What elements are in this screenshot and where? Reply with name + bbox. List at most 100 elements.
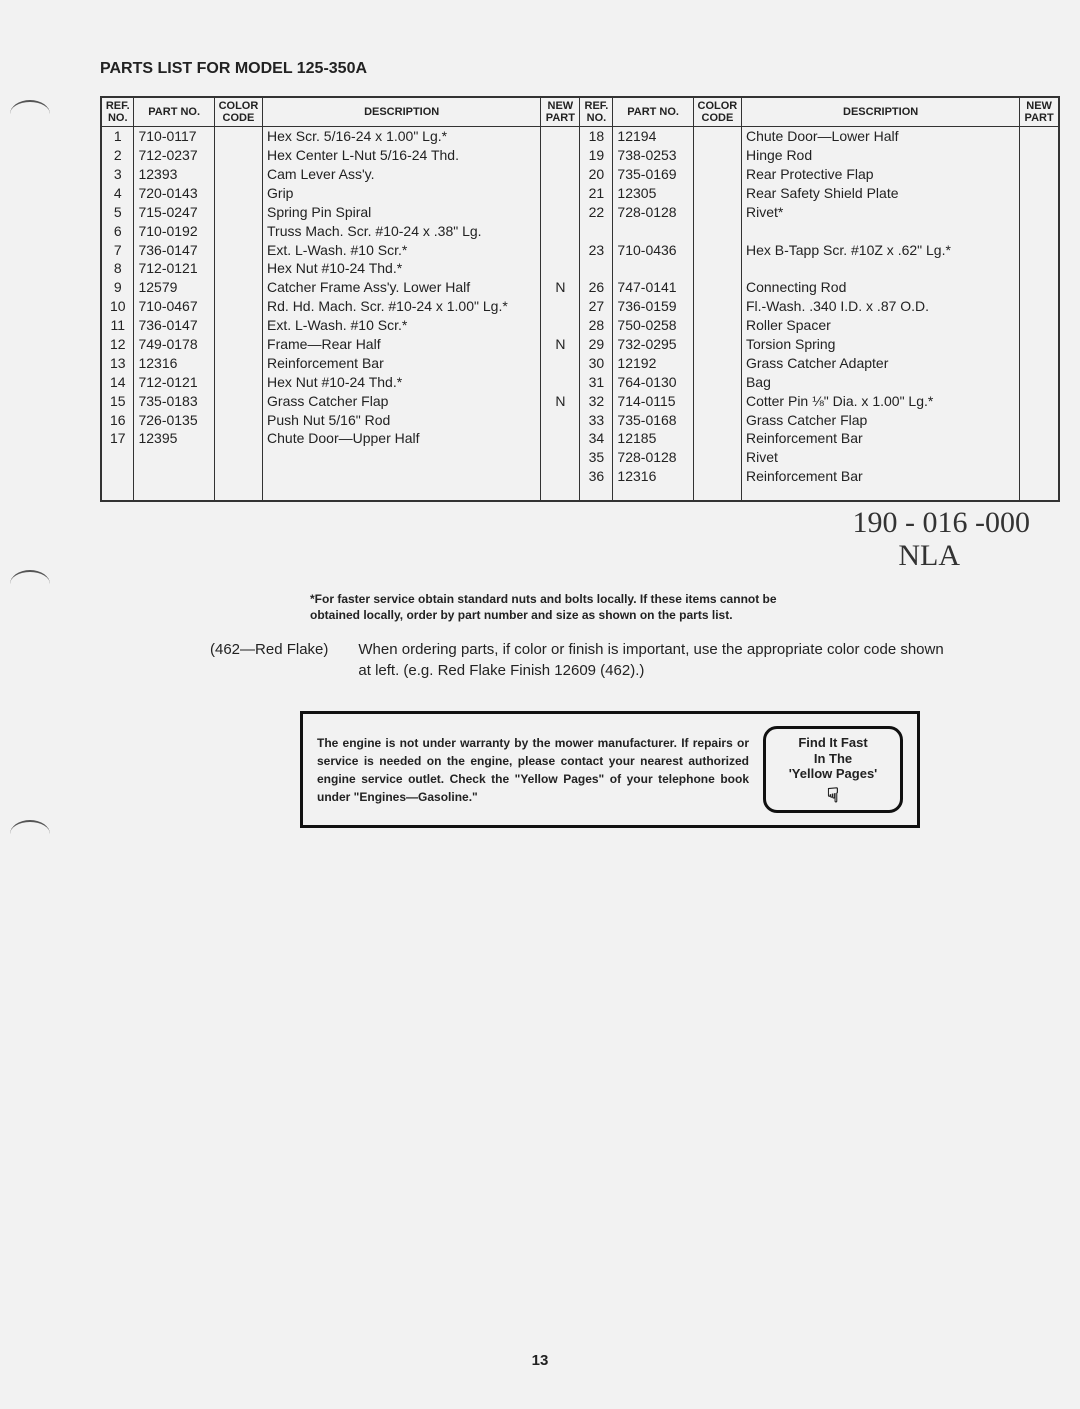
cell-color bbox=[214, 278, 262, 297]
cell-new bbox=[1020, 241, 1059, 260]
cell-new bbox=[541, 316, 580, 335]
cell-color bbox=[214, 316, 262, 335]
cell-color bbox=[693, 335, 741, 354]
cell-part: 747-0141 bbox=[613, 278, 693, 297]
cell-ref: 27 bbox=[580, 297, 613, 316]
page-title: PARTS LIST FOR MODEL 125-350A bbox=[100, 60, 1060, 78]
cell-ref: 4 bbox=[101, 184, 134, 203]
cell-color bbox=[214, 429, 262, 448]
cell-color bbox=[214, 146, 262, 165]
cell-new bbox=[1020, 411, 1059, 430]
cell-new bbox=[1020, 297, 1059, 316]
cell-part: 710-0436 bbox=[613, 241, 693, 260]
cell-desc: Frame—Rear Half bbox=[263, 335, 541, 354]
cell-new bbox=[1020, 335, 1059, 354]
cell-color bbox=[693, 259, 741, 278]
cell-ref: 34 bbox=[580, 429, 613, 448]
header-color-2: COLOR CODE bbox=[693, 97, 741, 127]
cell-color bbox=[693, 146, 741, 165]
cell-part: 12316 bbox=[134, 354, 214, 373]
table-row: 11736-0147Ext. L-Wash. #10 Scr.*28750-02… bbox=[101, 316, 1059, 335]
cell-desc: Chute Door—Upper Half bbox=[263, 429, 541, 448]
cell-desc: Connecting Rod bbox=[741, 278, 1019, 297]
cell-new: N bbox=[541, 335, 580, 354]
table-row: 6710-0192Truss Mach. Scr. #10-24 x .38" … bbox=[101, 222, 1059, 241]
cell-new bbox=[1020, 316, 1059, 335]
cell-desc: Rivet* bbox=[741, 203, 1019, 222]
cell-ref: 2 bbox=[101, 146, 134, 165]
cell-new bbox=[1020, 203, 1059, 222]
cell-ref: 31 bbox=[580, 373, 613, 392]
cell-new bbox=[541, 203, 580, 222]
cell-part: 728-0128 bbox=[613, 448, 693, 467]
table-row: 35728-0128Rivet bbox=[101, 448, 1059, 467]
cell-desc: Ext. L-Wash. #10 Scr.* bbox=[263, 241, 541, 260]
cell-part: 728-0128 bbox=[613, 203, 693, 222]
cell-ref bbox=[101, 467, 134, 501]
cell-part bbox=[134, 467, 214, 501]
cell-new bbox=[1020, 467, 1059, 501]
cell-ref: 17 bbox=[101, 429, 134, 448]
cell-desc: Reinforcement Bar bbox=[741, 429, 1019, 448]
cell-desc: Ext. L-Wash. #10 Scr.* bbox=[263, 316, 541, 335]
cell-new bbox=[1020, 278, 1059, 297]
cell-new: N bbox=[541, 278, 580, 297]
cell-desc: Torsion Spring bbox=[741, 335, 1019, 354]
cell-color bbox=[693, 392, 741, 411]
cell-ref: 13 bbox=[101, 354, 134, 373]
cell-new bbox=[1020, 127, 1059, 146]
cell-new bbox=[541, 467, 580, 501]
cell-part: 726-0135 bbox=[134, 411, 214, 430]
cell-color bbox=[214, 354, 262, 373]
cell-desc: Spring Pin Spiral bbox=[263, 203, 541, 222]
cell-color bbox=[214, 373, 262, 392]
cell-part: 12185 bbox=[613, 429, 693, 448]
parts-table: REF. NO. PART NO. COLOR CODE DESCRIPTION… bbox=[100, 96, 1060, 502]
cell-new bbox=[1020, 354, 1059, 373]
cell-new bbox=[1020, 259, 1059, 278]
cell-new bbox=[541, 259, 580, 278]
cell-new bbox=[541, 373, 580, 392]
cell-ref: 19 bbox=[580, 146, 613, 165]
cell-part: 12192 bbox=[613, 354, 693, 373]
page-content: PARTS LIST FOR MODEL 125-350A REF. NO. P… bbox=[40, 60, 1060, 828]
cell-ref bbox=[101, 448, 134, 467]
cell-color bbox=[693, 373, 741, 392]
cell-new bbox=[541, 241, 580, 260]
handwritten-note: 190 - 016 -000 NLA bbox=[40, 506, 1030, 572]
table-row: 8712-0121Hex Nut #10-24 Thd.* bbox=[101, 259, 1059, 278]
cell-desc: Grass Catcher Flap bbox=[741, 411, 1019, 430]
cell-desc: Grass Catcher Flap bbox=[263, 392, 541, 411]
cell-part: 735-0169 bbox=[613, 165, 693, 184]
cell-color bbox=[214, 259, 262, 278]
cell-ref: 1 bbox=[101, 127, 134, 146]
cell-part: 736-0159 bbox=[613, 297, 693, 316]
cell-desc: Hex Nut #10-24 Thd.* bbox=[263, 259, 541, 278]
cell-part: 712-0121 bbox=[134, 259, 214, 278]
cell-ref: 32 bbox=[580, 392, 613, 411]
cell-ref: 23 bbox=[580, 241, 613, 260]
cell-desc: Grass Catcher Adapter bbox=[741, 354, 1019, 373]
cell-color bbox=[693, 354, 741, 373]
cell-part bbox=[613, 222, 693, 241]
cell-part: 735-0168 bbox=[613, 411, 693, 430]
cell-new bbox=[541, 429, 580, 448]
table-row: 912579Catcher Frame Ass'y. Lower HalfN26… bbox=[101, 278, 1059, 297]
cell-desc: Cam Lever Ass'y. bbox=[263, 165, 541, 184]
cell-part: 12305 bbox=[613, 184, 693, 203]
header-part-2: PART NO. bbox=[613, 97, 693, 127]
cell-ref: 20 bbox=[580, 165, 613, 184]
color-code-label: (462—Red Flake) bbox=[210, 639, 328, 681]
cell-color bbox=[214, 392, 262, 411]
cell-ref: 5 bbox=[101, 203, 134, 222]
table-row: 3612316Reinforcement Bar bbox=[101, 467, 1059, 501]
table-row: 7736-0147Ext. L-Wash. #10 Scr.*23710-043… bbox=[101, 241, 1059, 260]
cell-part: 735-0183 bbox=[134, 392, 214, 411]
cell-color bbox=[214, 184, 262, 203]
cell-part: 712-0237 bbox=[134, 146, 214, 165]
cell-color bbox=[693, 278, 741, 297]
cell-ref: 11 bbox=[101, 316, 134, 335]
table-row: 5715-0247Spring Pin Spiral22728-0128Rive… bbox=[101, 203, 1059, 222]
footnote-text: *For faster service obtain standard nuts… bbox=[310, 592, 810, 623]
cell-part: 720-0143 bbox=[134, 184, 214, 203]
